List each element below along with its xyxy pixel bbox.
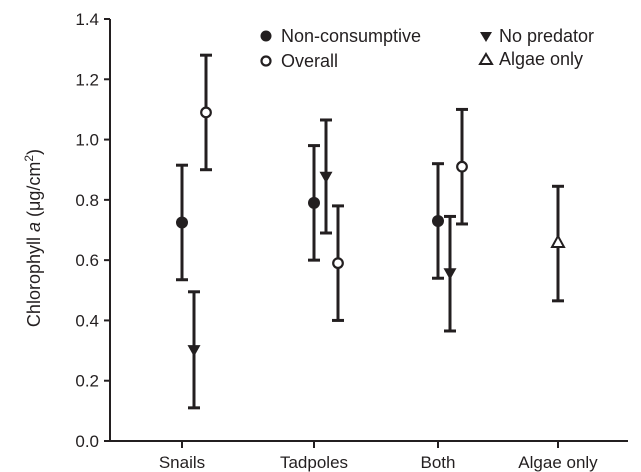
y-axis-title-close: ): [24, 149, 44, 155]
marker-overall-both: [456, 160, 468, 173]
legend-label-no-predator: No predator: [499, 26, 594, 46]
legend-marker-algae-only: [478, 52, 494, 65]
y-axis-title-prefix: Chlorophyll: [24, 232, 44, 327]
marker-no-predator-both: [443, 268, 457, 280]
marker-algae-only-algae-only: [550, 233, 566, 249]
marker-non-consumptive-both: [432, 214, 444, 227]
point-non-consumptive-tadpoles: [308, 144, 320, 262]
y-tick-label-2: 0.4: [75, 311, 99, 330]
axes: [109, 19, 628, 442]
legend-label-non-consumptive: Non-consumptive: [281, 26, 421, 46]
legend-marker-non-consumptive: [260, 30, 272, 42]
point-no-predator-tadpoles: [319, 118, 333, 235]
x-tick-label-snails: Snails: [159, 453, 205, 472]
legend: Non-consumptive Overall No predator Alga…: [260, 26, 594, 71]
marker-non-consumptive-snails: [176, 216, 188, 229]
y-tick-label-7: 1.4: [75, 10, 99, 29]
y-tick-label-5: 1.0: [75, 131, 99, 150]
y-axis-title-suffix: (μg/cm: [24, 162, 44, 222]
marker-overall-snails: [200, 106, 212, 119]
marker-no-predator-snails: [187, 345, 201, 357]
legend-label-overall: Overall: [281, 51, 338, 71]
legend-marker-overall: [260, 55, 272, 67]
y-axis-title-superscript: 2: [22, 155, 36, 162]
x-tick-label-algae-only: Algae only: [518, 453, 598, 472]
y-tick-label-6: 1.2: [75, 70, 99, 89]
legend-label-algae-only: Algae only: [499, 49, 583, 69]
x-ticks: Snails Tadpoles Both Algae only: [159, 441, 598, 472]
y-tick-label-1: 0.2: [75, 372, 99, 391]
point-algae-only-algae-only: [550, 184, 566, 303]
marker-no-predator-tadpoles: [319, 171, 333, 184]
point-no-predator-snails: [187, 290, 201, 410]
y-tick-label-3: 0.6: [75, 251, 99, 270]
plot-area: [176, 53, 566, 410]
y-tick-label-4: 0.8: [75, 191, 99, 210]
y-axis-title-italic: a: [24, 222, 44, 232]
marker-non-consumptive-tadpoles: [308, 196, 320, 209]
y-ticks: 0.0 0.2 0.4 0.6 0.8 1.0 1.2 1.4: [75, 10, 110, 451]
point-no-predator-both: [443, 214, 457, 333]
point-overall-snails: [200, 53, 212, 172]
point-non-consumptive-both: [432, 162, 444, 280]
y-axis-title: Chlorophyll a (μg/cm2): [22, 149, 44, 327]
x-tick-label-tadpoles: Tadpoles: [280, 453, 348, 472]
point-non-consumptive-snails: [176, 163, 188, 282]
marker-overall-tadpoles: [332, 257, 344, 270]
point-overall-both: [456, 107, 468, 226]
legend-marker-no-predator: [480, 32, 492, 42]
x-tick-label-both: Both: [421, 453, 456, 472]
y-tick-label-0: 0.0: [75, 432, 99, 451]
point-overall-tadpoles: [332, 204, 344, 322]
